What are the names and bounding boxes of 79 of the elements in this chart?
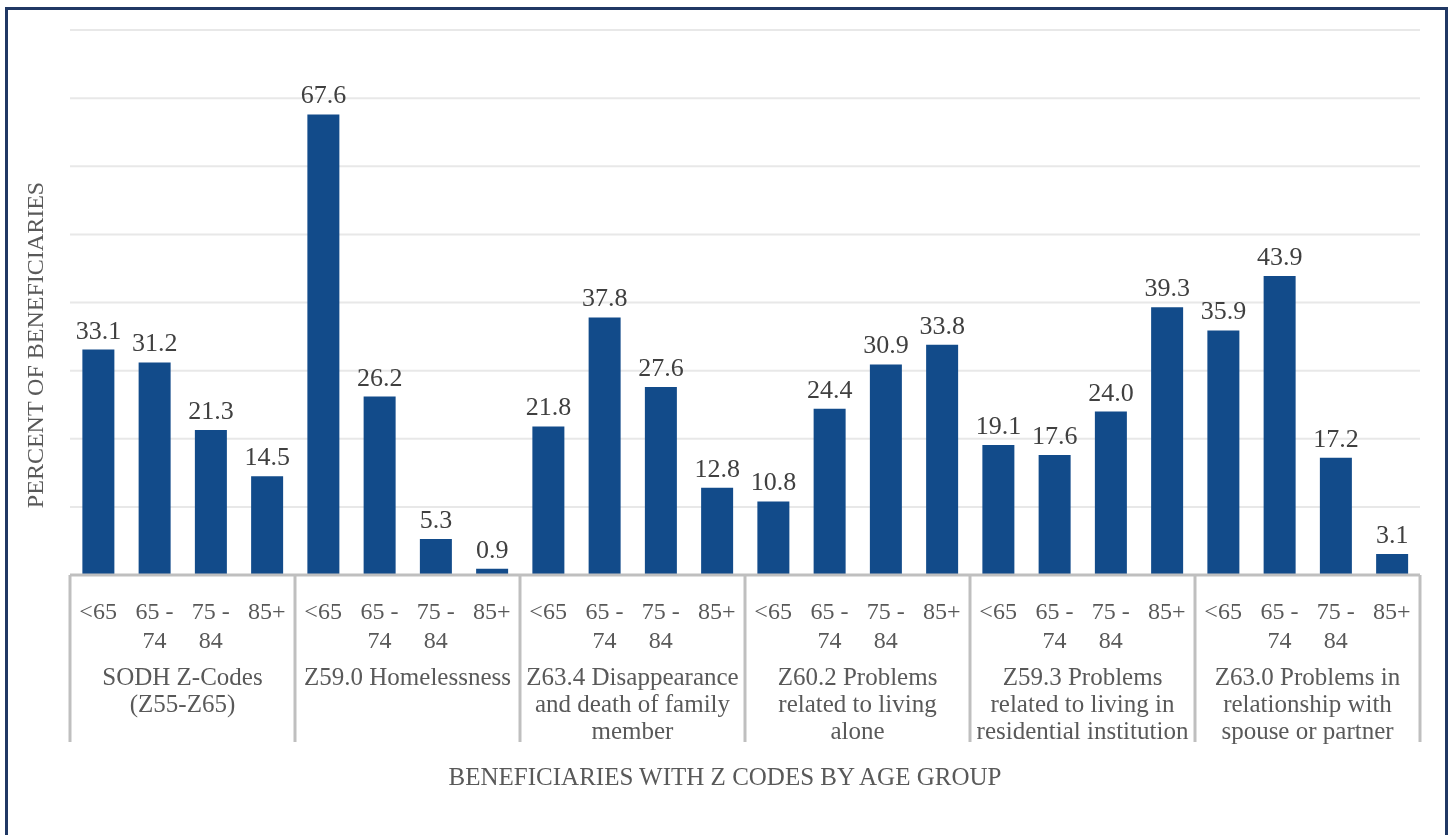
x-axis-title: BENEFICIARIES WITH Z CODES BY AGE GROUP — [448, 763, 1002, 790]
data-label: 26.2 — [356, 362, 403, 392]
text: SODH Z-Codes (Z55-Z65) — [102, 663, 263, 718]
text: Z63.4 Disappearance and death of family member — [526, 663, 739, 744]
x-tick-label: 85+ — [1373, 598, 1411, 624]
x-tick-label: 75 - 84 — [866, 598, 905, 653]
bar — [1263, 275, 1296, 575]
bar — [138, 362, 171, 575]
data-label: 21.3 — [188, 395, 234, 425]
text: Z59.0 Homelessness — [304, 663, 511, 690]
text: Z59.3 Problems related to living in residential institution — [976, 663, 1189, 744]
data-label: 39.3 — [1144, 273, 1190, 303]
bar — [194, 429, 227, 575]
x-tick-label: 65 - 74 — [135, 598, 174, 653]
data-label: 33.8 — [919, 310, 965, 340]
x-tick-label: 75 - 84 — [641, 598, 680, 653]
x-tick-label: 75 - 84 — [191, 598, 230, 653]
x-tick-label: <65 — [754, 598, 792, 624]
x-tick-label: 75 - 84 — [416, 598, 455, 653]
data-label: 67.6 — [300, 80, 347, 110]
bar — [1207, 330, 1240, 575]
data-label: 43.9 — [1256, 241, 1303, 271]
x-tick-label: 85+ — [248, 598, 286, 624]
x-tick-label: <65 — [529, 598, 567, 624]
data-label: 21.8 — [525, 392, 572, 422]
data-label: 12.8 — [694, 453, 740, 483]
data-label: 0.9 — [475, 534, 509, 564]
bar — [926, 344, 959, 575]
bar — [644, 386, 677, 575]
bar — [1038, 455, 1071, 575]
data-label: 33.1 — [75, 315, 122, 345]
bar — [82, 349, 115, 575]
bar — [1319, 457, 1352, 575]
x-tick-label: 85+ — [923, 598, 961, 624]
x-tick-label: 65 - 74 — [1035, 598, 1074, 653]
y-axis-title: PERCENT OF BENEFICIARIES — [22, 181, 48, 509]
bar — [701, 487, 734, 575]
data-label: 10.8 — [750, 467, 797, 497]
data-label: 30.9 — [863, 330, 909, 360]
bar — [813, 408, 846, 575]
x-tick-label: 75 - 84 — [1091, 598, 1130, 653]
data-label: 14.5 — [244, 442, 290, 472]
bar — [982, 444, 1015, 575]
bar — [363, 396, 396, 575]
x-tick-label: <65 — [1204, 598, 1242, 624]
x-tick-label: 65 - 74 — [585, 598, 624, 653]
data-label: 27.6 — [638, 352, 684, 382]
data-label: 37.8 — [581, 283, 628, 313]
data-label: 24.4 — [806, 374, 853, 404]
data-label: 19.1 — [975, 410, 1022, 440]
data-label: 17.6 — [1031, 421, 1078, 451]
bar — [307, 114, 340, 575]
x-tick-label: <65 — [304, 598, 342, 624]
x-tick-label: <65 — [79, 598, 117, 624]
x-tick-label: 85+ — [473, 598, 511, 624]
x-tick-label: <65 — [979, 598, 1017, 624]
data-label: 35.9 — [1200, 296, 1247, 326]
data-label: 5.3 — [419, 504, 453, 534]
x-tick-label: 65 - 74 — [810, 598, 849, 653]
bar — [419, 538, 452, 575]
data-label: 31.2 — [131, 328, 178, 358]
x-tick-label: 65 - 74 — [360, 598, 399, 653]
x-tick-label: 85+ — [698, 598, 736, 624]
bar — [1151, 307, 1184, 575]
x-tick-label: 65 - 74 — [1260, 598, 1299, 653]
x-tick-label: 75 - 84 — [1316, 598, 1355, 653]
text: Z60.2 Problems related to living alone — [777, 663, 938, 744]
x-tick-label: 85+ — [1148, 598, 1186, 624]
data-label: 3.1 — [1375, 519, 1409, 549]
data-label: 17.2 — [1313, 423, 1359, 453]
bar — [757, 501, 790, 575]
bar — [251, 476, 284, 575]
data-label: 24.0 — [1088, 377, 1134, 407]
bar — [532, 426, 565, 575]
bar — [588, 317, 621, 575]
text: Z63.0 Problems in relationship with spouse or partner — [1214, 663, 1401, 744]
bar — [869, 364, 902, 575]
bar — [1094, 411, 1127, 575]
bar — [1376, 553, 1409, 575]
